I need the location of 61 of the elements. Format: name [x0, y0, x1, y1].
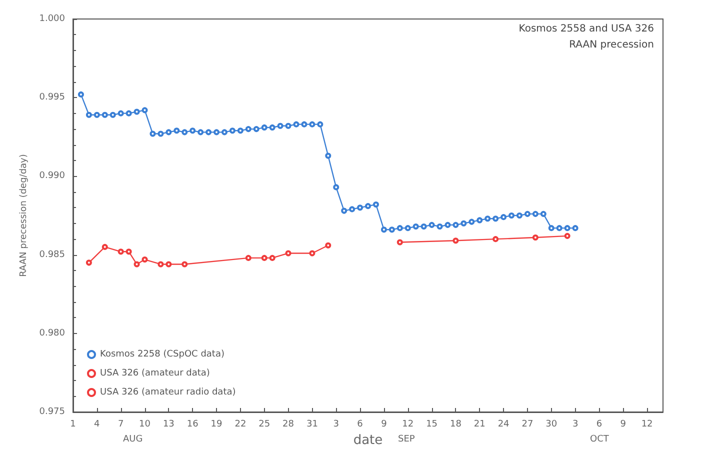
x-tick-label: 25	[258, 420, 270, 430]
legend-label: USA 326 (amateur radio data)	[100, 388, 236, 398]
x-tick-label: 24	[498, 420, 510, 430]
x-tick-label: 30	[546, 420, 558, 430]
x-tick-label: 15	[426, 420, 438, 430]
x-tick-label: 21	[474, 420, 486, 430]
point	[134, 261, 140, 268]
point	[118, 248, 124, 255]
point	[182, 261, 188, 268]
point	[166, 261, 172, 268]
point	[325, 242, 332, 248]
x-tick-label: 9	[620, 420, 626, 430]
y-tick-label: 1.000	[39, 14, 66, 24]
point	[285, 250, 292, 256]
point	[86, 260, 92, 266]
x-tick-label: 31	[306, 420, 318, 430]
point	[102, 244, 108, 250]
point	[261, 254, 268, 261]
x-tick-label: 22	[234, 420, 246, 430]
point	[269, 254, 276, 261]
text: SEP	[398, 434, 416, 444]
y-tick-label: 0.975	[39, 407, 65, 417]
x-tick-label: 3	[572, 420, 578, 430]
point	[452, 238, 459, 244]
point	[309, 250, 316, 256]
point	[245, 254, 252, 261]
x-tick-label: 4	[94, 420, 100, 430]
y-tick-label: 0.990	[39, 171, 66, 182]
y-tick-label: 0.995	[39, 92, 65, 103]
x-tick-label: 19	[210, 420, 223, 430]
x-tick-label: 16	[186, 420, 199, 430]
x-tick-label: 6	[596, 420, 602, 430]
point	[492, 236, 499, 242]
legend-label: USA 326 (amateur data)	[100, 368, 210, 378]
x-tick-label: 7	[118, 420, 124, 430]
x-tick-label: 18	[450, 420, 462, 430]
text: RAAN precession	[569, 40, 654, 50]
y-axis-title: RAAN precession (deg/day)	[18, 154, 29, 277]
point	[532, 234, 538, 241]
point	[126, 248, 132, 255]
x-tick-label: 27	[522, 420, 534, 430]
x-tick-label: 12	[402, 420, 414, 430]
y-tick-label: 0.980	[39, 328, 66, 338]
point	[158, 261, 164, 268]
x-tick-label: 6	[357, 420, 364, 430]
x-tick-label: 10	[139, 420, 151, 430]
x-tick-label: 12	[641, 420, 653, 430]
x-tick-label: 9	[381, 420, 388, 430]
x-tick-label: 1	[70, 420, 76, 430]
point	[564, 232, 570, 239]
x-tick-label: 3	[333, 420, 339, 430]
x-tick-label: 28	[282, 420, 294, 430]
y-tick-label: 0.985	[39, 250, 65, 260]
chart-title: Kosmos 2558 and USA 326	[518, 24, 654, 34]
point	[142, 256, 148, 263]
legend-label: Kosmos 2258 (CSpOC data)	[100, 350, 224, 360]
x-tick-label: 13	[162, 420, 174, 430]
point	[396, 239, 403, 246]
x-axis-title: date	[353, 433, 383, 448]
text: AUG	[123, 434, 143, 444]
text: OCT	[590, 434, 610, 444]
